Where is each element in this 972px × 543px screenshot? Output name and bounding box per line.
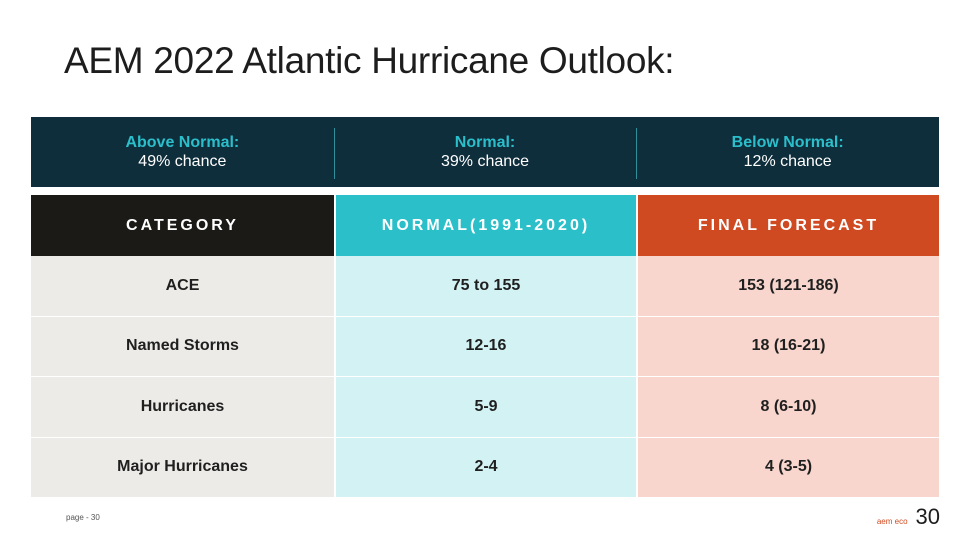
header-normal: NORMAL(1991-2020) xyxy=(334,195,636,256)
cell-normal: 12-16 xyxy=(334,316,636,377)
probability-banner: Above Normal: 49% chance Normal: 39% cha… xyxy=(31,117,939,187)
banner-value: 12% chance xyxy=(743,153,832,170)
cell-forecast: 18 (16-21) xyxy=(636,316,939,377)
cell-normal: 5-9 xyxy=(334,377,636,438)
banner-normal: Normal: 39% chance xyxy=(333,117,637,187)
cell-forecast: 153 (121-186) xyxy=(636,256,939,317)
cell-normal: 75 to 155 xyxy=(334,256,636,317)
cell-category: ACE xyxy=(31,256,334,317)
banner-below-normal: Below Normal: 12% chance xyxy=(636,117,939,187)
page-title: AEM 2022 Atlantic Hurricane Outlook: xyxy=(64,40,675,81)
banner-value: 39% chance xyxy=(440,153,530,170)
logo: aem eco xyxy=(876,517,908,526)
cell-forecast: 8 (6-10) xyxy=(636,377,939,438)
cell-category: Hurricanes xyxy=(31,377,334,438)
forecast-table: CATEGORY NORMAL(1991-2020) FINAL FORECAS… xyxy=(31,195,939,498)
header-category: CATEGORY xyxy=(31,195,334,256)
header-final-forecast: FINAL FORECAST xyxy=(636,195,939,256)
banner-above-normal: Above Normal: 49% chance xyxy=(31,117,334,187)
banner-label: Above Normal: xyxy=(125,134,240,151)
banner-label: Normal: xyxy=(454,134,516,151)
page-number: 30 xyxy=(915,504,940,529)
cell-category: Major Hurricanes xyxy=(31,437,334,498)
banner-value: 49% chance xyxy=(138,153,227,170)
cell-normal: 2-4 xyxy=(334,437,636,498)
cell-category: Named Storms xyxy=(31,316,334,377)
page-label: page - 30 xyxy=(66,513,100,522)
banner-label: Below Normal: xyxy=(731,134,844,151)
cell-forecast: 4 (3-5) xyxy=(636,437,939,498)
footer-branding: aem eco 30 xyxy=(877,504,940,530)
